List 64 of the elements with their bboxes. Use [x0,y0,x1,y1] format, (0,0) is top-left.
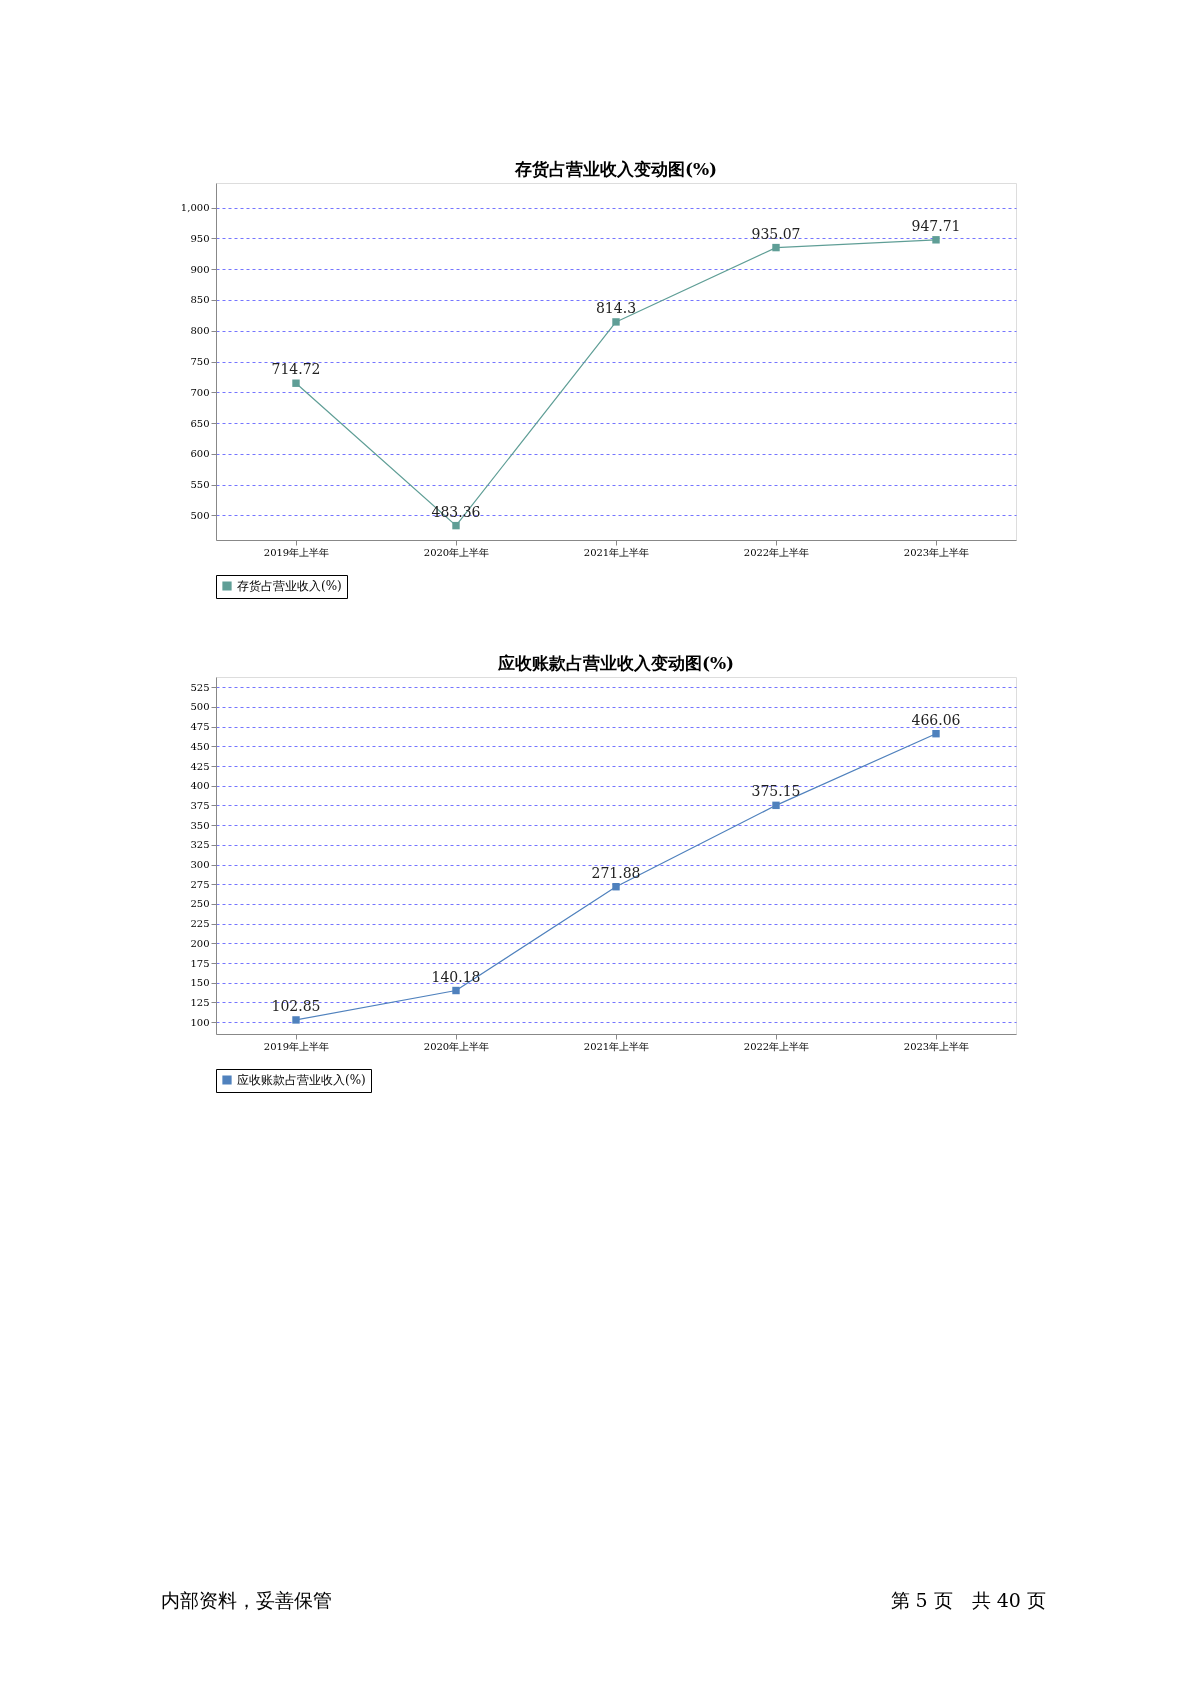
legend-label: 应收账款占营业收入(%) [237,1073,366,1087]
y-tick-label: 325 [190,839,210,851]
y-tick-label: 200 [190,937,210,949]
data-label: 102.85 [271,997,321,1014]
y-tick-label: 1,000 [180,202,210,214]
point [452,521,460,530]
point [452,986,460,995]
y-tick-label: 125 [190,996,210,1008]
data-label: 140.18 [431,968,481,985]
chart-title: 应收账款占营业收入变动图(%) [496,653,735,673]
point [932,729,940,738]
y-tick-label: 650 [190,417,210,429]
y-tick-label: 800 [190,325,210,337]
x-tick-label: 2021年上半年 [583,546,650,558]
y-tick-label: 525 [190,681,210,693]
y-tick-label: 950 [190,232,210,244]
y-tick-label: 750 [190,356,210,367]
data-label: 271.88 [591,864,641,881]
y-tick-label: 100 [190,1016,210,1028]
data-label: 947.71 [911,217,961,234]
point [932,236,940,244]
x-tick-label: 2021年上半年 [583,1040,650,1052]
x-tick-label: 2023年上半年 [903,1040,970,1052]
legend-label: 存货占营业收入(%) [237,579,342,593]
y-tick-label: 150 [190,977,210,989]
x-tick-label: 2022年上半年 [743,1040,810,1052]
y-tick-label: 175 [190,957,210,969]
y-tick-label: 550 [190,479,210,491]
y-tick-label: 450 [190,740,210,752]
x-tick-label: 2023年上半年 [903,546,970,558]
text: 第 5 页 共 40 页 [890,1589,1046,1611]
y-tick-label: 900 [190,263,210,275]
point [772,243,780,252]
point [612,318,620,326]
chart-title: 存货占营业收入变动图(%) [513,159,718,179]
y-tick-label: 500 [190,509,210,521]
x-tick-label: 2020年上半年 [423,1040,490,1052]
y-tick-label: 475 [190,721,210,733]
data-label: 466.06 [911,711,961,728]
text: 内部资料，妥善保管 [161,1589,332,1611]
y-tick-label: 600 [190,448,210,460]
data-label: 714.72 [271,361,321,378]
data-label: 375.15 [751,783,801,800]
y-tick-label: 500 [190,701,210,713]
point [612,883,620,891]
y-tick-label: 300 [190,859,210,871]
data-label: 814.3 [595,299,637,316]
y-tick-label: 375 [190,799,210,811]
point [292,379,300,387]
x-tick-label: 2022年上半年 [743,546,810,558]
y-tick-label: 400 [190,780,210,792]
point [292,1016,300,1024]
y-tick-label: 225 [190,918,210,930]
x-tick-label: 2019年上半年 [263,1040,330,1052]
point [772,801,780,810]
y-tick-label: 350 [190,819,210,831]
y-tick-label: 850 [190,294,210,306]
data-label: 935.07 [751,225,801,242]
y-tick-label: 250 [190,898,210,910]
x-tick-label: 2020年上半年 [423,546,490,558]
y-tick-label: 700 [190,386,210,398]
x-tick-label: 2019年上半年 [263,546,330,558]
y-tick-label: 425 [190,760,210,772]
y-tick-label: 275 [190,878,210,890]
